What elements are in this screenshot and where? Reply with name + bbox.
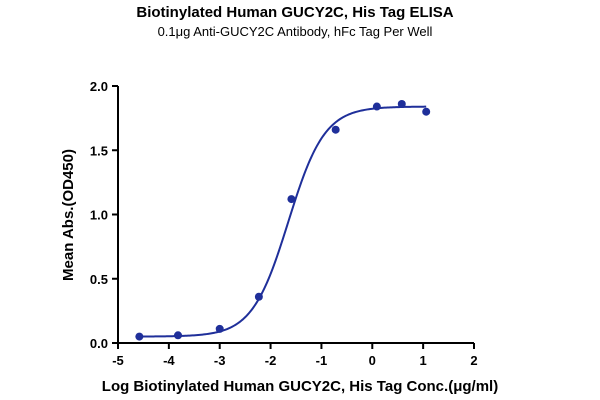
data-point: [372, 102, 381, 111]
x-tick-label: 1: [420, 353, 427, 368]
data-point: [287, 195, 296, 204]
x-tick-label: -2: [265, 353, 277, 368]
x-tick-label: -3: [214, 353, 226, 368]
x-tick-label: -5: [112, 353, 124, 368]
x-tick-label: 2: [470, 353, 477, 368]
x-tick-label: 0: [369, 353, 376, 368]
chart-subtitle: 0.1μg Anti-GUCY2C Antibody, hFc Tag Per …: [158, 24, 433, 39]
chart-title: Biotinylated Human GUCY2C, His Tag ELISA: [136, 4, 453, 21]
axes: 0.0 0.5 1.0 1.5 2.0 -5 -4 -3 -2 -1 0 1 2: [90, 79, 478, 368]
data-point: [397, 99, 406, 108]
y-tick-label: 0.5: [90, 272, 108, 287]
y-tick-label: 1.5: [90, 143, 108, 158]
x-axis-label: Log Biotinylated Human GUCY2C, His Tag C…: [102, 378, 498, 395]
data-point: [254, 292, 263, 301]
x-tick-label: -1: [316, 353, 328, 368]
data-point: [422, 107, 431, 116]
fit-curve-layer: [139, 105, 427, 338]
fit-curve: [139, 105, 427, 338]
x-tick-label: -4: [163, 353, 175, 368]
data-point: [135, 332, 144, 341]
data-point: [174, 331, 183, 340]
y-tick-label: 1.0: [90, 208, 108, 223]
y-tick-label: 0.0: [90, 336, 108, 351]
y-axis-label: Mean Abs.(OD450): [60, 149, 77, 281]
data-point: [331, 125, 340, 134]
y-tick-label: 2.0: [90, 79, 108, 94]
data-points-layer: [135, 99, 431, 341]
data-point: [215, 324, 224, 333]
